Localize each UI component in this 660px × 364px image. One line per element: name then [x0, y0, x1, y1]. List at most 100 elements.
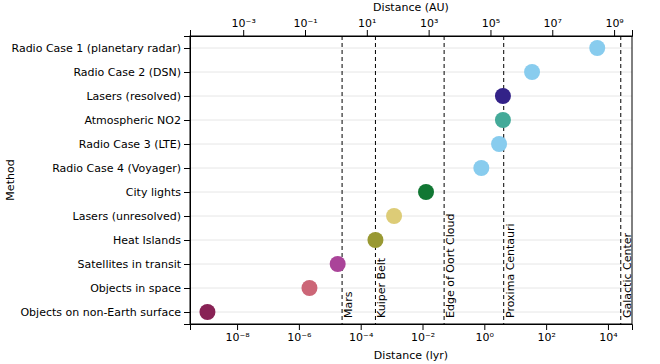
- grid-line: [190, 120, 632, 121]
- tick-label: 10⁷: [544, 17, 562, 30]
- point: [473, 160, 489, 176]
- tick-mark: [184, 48, 190, 49]
- y-axis-title: Method: [4, 159, 17, 200]
- tick: 10²: [537, 324, 555, 344]
- grid-line: [190, 312, 632, 313]
- tick: Lasers (unresolved): [73, 210, 190, 223]
- tick-label: 10⁻⁶: [287, 331, 312, 344]
- tick: 10⁰: [476, 324, 495, 344]
- point: [491, 136, 507, 152]
- tick-mark: [361, 324, 362, 330]
- tick-label: 10⁴: [599, 331, 618, 344]
- reference-label: Mars: [342, 291, 355, 318]
- grid-line: [190, 72, 632, 73]
- tick-label: 10⁰: [476, 331, 495, 344]
- tick: Radio Case 3 (LTE): [79, 138, 190, 151]
- x-axis-title: Distance (lyr): [374, 349, 448, 362]
- tick-label: 10⁻¹: [293, 17, 317, 30]
- grid-line: [190, 216, 632, 217]
- tick-label: Radio Case 4 (Voyager): [52, 162, 181, 175]
- tick-label: 10³: [420, 17, 438, 30]
- grid-line: [190, 96, 632, 97]
- tick-mark: [184, 168, 190, 169]
- grid-line: [190, 48, 632, 49]
- grid-line: [190, 144, 632, 145]
- axis-line: [184, 37, 191, 325]
- tick-label: Objects in space: [90, 282, 181, 295]
- tick: Satellites in transit: [78, 258, 190, 271]
- tick: 10⁴: [599, 324, 618, 344]
- tick-label: City lights: [126, 186, 181, 199]
- tick-label: Lasers (resolved): [86, 90, 181, 103]
- tick: Radio Case 1 (planetary radar): [11, 42, 190, 55]
- tick-label: 10⁵: [482, 17, 500, 30]
- tick-mark: [305, 30, 306, 36]
- tick-mark: [546, 324, 547, 330]
- tick-mark: [367, 30, 368, 36]
- tick: 10⁹: [605, 17, 623, 36]
- tick: Heat Islands: [113, 234, 190, 247]
- tick-label: Radio Case 3 (LTE): [79, 138, 181, 151]
- y-axis: Radio Case 1 (planetary radar) Radio Case…: [11, 37, 190, 325]
- x2-axis-title: Distance (AU): [373, 1, 449, 14]
- tick-label: 10⁻²: [411, 331, 435, 344]
- reference-line: [342, 36, 343, 324]
- tick-mark: [237, 324, 238, 330]
- tick-mark: [608, 324, 609, 330]
- chart: MarsKuiper BeltEdge of Oort CloudProxima…: [0, 0, 660, 364]
- tick-mark: [423, 324, 424, 330]
- tick: Radio Case 2 (DSN): [73, 66, 190, 79]
- tick-mark: [184, 288, 190, 289]
- tick-label: Satellites in transit: [78, 258, 182, 271]
- tick-label: Lasers (unresolved): [73, 210, 181, 223]
- grid: [190, 48, 632, 312]
- tick-mark: [243, 30, 244, 36]
- tick-label: Radio Case 2 (DSN): [73, 66, 181, 79]
- tick-mark: [614, 30, 615, 36]
- tick-mark: [184, 216, 190, 217]
- tick-mark: [552, 30, 553, 36]
- point: [524, 64, 540, 80]
- point: [589, 40, 605, 56]
- tick-label: Radio Case 1 (planetary radar): [11, 42, 181, 55]
- reference-label: Kuiper Belt: [375, 257, 388, 318]
- grid-line: [190, 288, 632, 289]
- tick-mark: [429, 30, 430, 36]
- point: [495, 88, 511, 104]
- tick-mark: [184, 264, 190, 265]
- tick: 10⁵: [482, 17, 500, 36]
- tick: 10¹: [358, 17, 376, 36]
- tick-mark: [184, 72, 190, 73]
- tick-label: 10⁹: [605, 17, 623, 30]
- tick-mark: [184, 120, 190, 121]
- tick-mark: [184, 96, 190, 97]
- marks: [199, 36, 620, 324]
- tick: City lights: [126, 186, 190, 199]
- point: [199, 304, 215, 320]
- plot-area: MarsKuiper BeltEdge of Oort CloudProxima…: [11, 17, 633, 344]
- point: [301, 280, 317, 296]
- point: [367, 232, 383, 248]
- point: [495, 112, 511, 128]
- frame: [190, 36, 632, 324]
- tick: 10⁻¹: [293, 17, 317, 36]
- axis-line: [191, 325, 633, 331]
- tick: 10⁻⁸: [225, 324, 250, 344]
- tick-label: Atmospheric NO2: [84, 114, 181, 127]
- tick: 10³: [420, 17, 438, 36]
- tick: 10⁷: [544, 17, 562, 36]
- tick-mark: [184, 312, 190, 313]
- x2-axis: 10⁻³ 10⁻¹ 10¹ 10³ 10⁵ 10⁷ 10⁹: [191, 17, 633, 37]
- tick-mark: [184, 240, 190, 241]
- tick: 10⁻²: [411, 324, 435, 344]
- axis-line: [191, 30, 633, 37]
- tick: Radio Case 4 (Voyager): [52, 162, 190, 175]
- tick-mark: [484, 324, 485, 330]
- x-axis: 10⁻⁸10⁻⁶10⁻⁴10⁻²10⁰10²10⁴: [191, 324, 633, 344]
- reference-label: Proxima Centauri: [504, 223, 517, 318]
- tick-label: 10¹: [358, 17, 376, 30]
- tick: Lasers (resolved): [86, 90, 190, 103]
- grid-line: [190, 264, 632, 265]
- tick-label: 10⁻³: [232, 17, 256, 30]
- point: [330, 256, 346, 272]
